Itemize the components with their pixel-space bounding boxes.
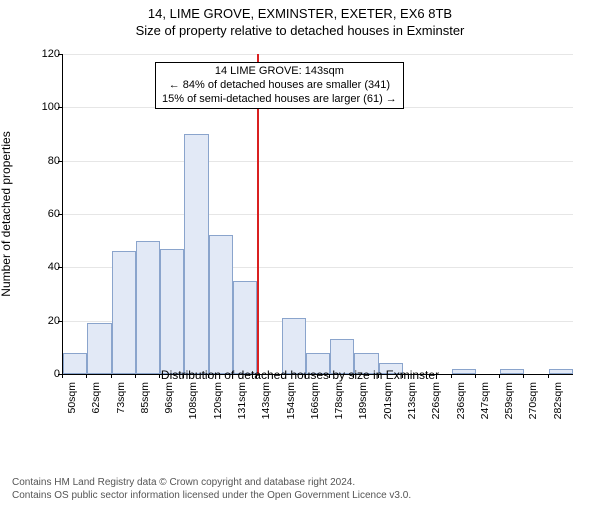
annotation-box: 14 LIME GROVE: 143sqm← 84% of detached h…	[155, 62, 404, 109]
histogram-bar	[112, 251, 136, 374]
chart-container: Number of detached properties 0204060801…	[0, 46, 600, 426]
histogram-bar	[282, 318, 306, 374]
annotation-line2: ← 84% of detached houses are smaller (34…	[162, 79, 397, 93]
x-tick-label: 108sqm	[187, 382, 199, 430]
histogram-bar	[136, 241, 160, 374]
y-tick-label: 120	[30, 48, 60, 60]
footer-attribution: Contains HM Land Registry data © Crown c…	[12, 476, 411, 502]
annotation-line1: 14 LIME GROVE: 143sqm	[162, 65, 397, 79]
y-tick-label: 100	[30, 101, 60, 113]
histogram-bar	[160, 249, 184, 374]
x-tick-label: 226sqm	[430, 382, 442, 430]
x-tick-label: 282sqm	[552, 382, 564, 430]
grid-line	[63, 54, 573, 55]
x-axis-label: Distribution of detached houses by size …	[0, 368, 600, 382]
chart-subtitle: Size of property relative to detached ho…	[0, 23, 600, 38]
x-tick-label: 213sqm	[406, 382, 418, 430]
x-tick-label: 247sqm	[479, 382, 491, 430]
x-tick-label: 270sqm	[527, 382, 539, 430]
histogram-bar	[87, 323, 111, 374]
x-tick-label: 85sqm	[139, 382, 151, 430]
x-tick-label: 50sqm	[66, 382, 78, 430]
y-axis-label: Number of detached properties	[0, 131, 13, 296]
x-tick-label: 120sqm	[212, 382, 224, 430]
x-tick-label: 96sqm	[163, 382, 175, 430]
footer-line2: Contains OS public sector information li…	[12, 489, 411, 502]
y-tick-label: 20	[30, 315, 60, 327]
x-tick-label: 62sqm	[90, 382, 102, 430]
grid-line	[63, 214, 573, 215]
x-tick-label: 166sqm	[309, 382, 321, 430]
histogram-bar	[184, 134, 208, 374]
y-tick-label: 80	[30, 155, 60, 167]
x-tick-label: 201sqm	[382, 382, 394, 430]
histogram-bar	[233, 281, 257, 374]
histogram-bar	[209, 235, 233, 374]
annotation-line3: 15% of semi-detached houses are larger (…	[162, 93, 397, 107]
x-tick-label: 154sqm	[285, 382, 297, 430]
x-tick-label: 131sqm	[236, 382, 248, 430]
footer-line1: Contains HM Land Registry data © Crown c…	[12, 476, 411, 489]
x-tick-label: 178sqm	[333, 382, 345, 430]
y-tick-label: 40	[30, 261, 60, 273]
grid-line	[63, 161, 573, 162]
y-tick-label: 60	[30, 208, 60, 220]
plot-area: 14 LIME GROVE: 143sqm← 84% of detached h…	[62, 54, 573, 375]
x-tick-label: 236sqm	[455, 382, 467, 430]
chart-title: 14, LIME GROVE, EXMINSTER, EXETER, EX6 8…	[0, 6, 600, 21]
x-tick-label: 73sqm	[115, 382, 127, 430]
x-tick-label: 143sqm	[260, 382, 272, 430]
x-tick-label: 259sqm	[503, 382, 515, 430]
x-tick-label: 189sqm	[357, 382, 369, 430]
